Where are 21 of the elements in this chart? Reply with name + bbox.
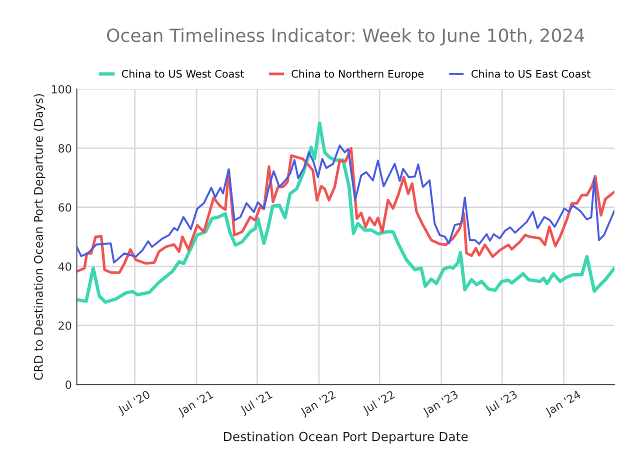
x-tick-label: Jan '24 [544,390,582,418]
line-series [76,121,614,304]
y-tick-label: 40 [58,262,72,271]
x-axis-title: Destination Ocean Port Departure Date [224,432,468,444]
x-tick-label: Jul '23 [484,390,519,416]
y-tick-label: 60 [58,203,72,212]
legend-label: China to Northern Europe [292,70,424,80]
x-tick-label: Jul '20 [116,390,152,416]
x-tick-label: Jan '23 [422,390,460,418]
chart-title: Ocean Timeliness Indicator: Week to June 10th, 2024 [107,28,584,46]
y-axis-title: CRD to Destination Ocean Port Departure (Days) [34,94,46,380]
x-tick-label: Jan '21 [177,390,215,418]
y-tick-label: 100 [52,85,72,94]
x-tick-label: Jul '22 [362,390,396,416]
y-tick-label: 80 [58,144,72,153]
x-tick-label: Jul '21 [239,390,274,416]
y-tick-label: 0 [66,380,72,389]
legend-label: China to US East Coast [472,70,590,78]
legend-label: China to US West Coast [122,70,244,78]
y-tick-label: 20 [58,321,72,330]
x-tick-label: Jan '22 [299,390,338,418]
